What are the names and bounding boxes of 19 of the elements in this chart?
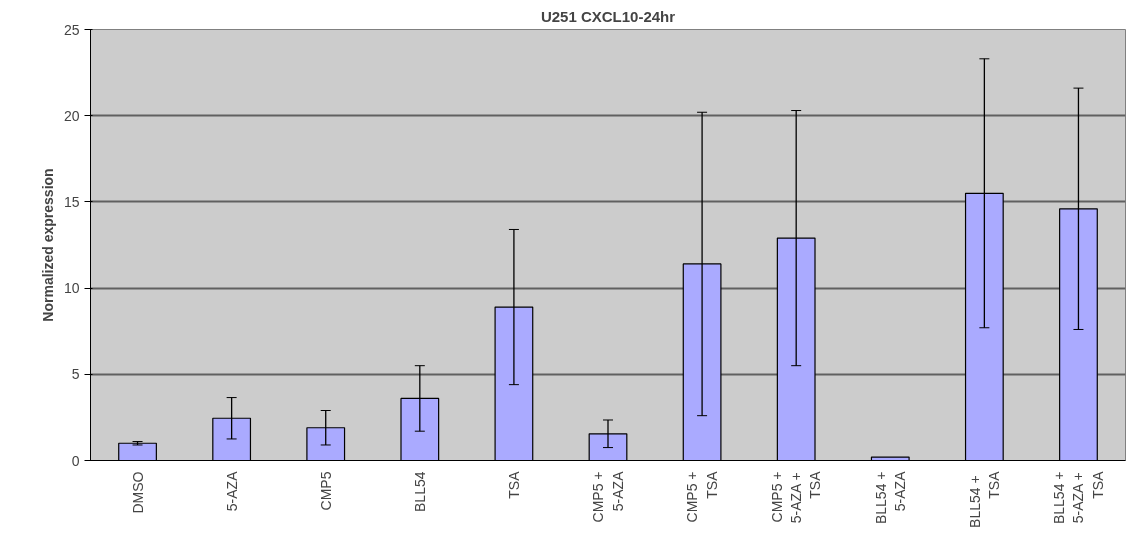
y-tick-label: 25 [63,21,80,38]
x-tick-label: TSA [505,470,522,499]
y-tick-label: 15 [63,193,80,210]
x-tick-label: BLL54 + TSA [966,470,1002,528]
y-tick-label: 20 [63,107,80,124]
y-tick-label: 10 [63,280,80,297]
x-tick-label: 5-AZA [223,470,240,512]
x-tick-label: CMP5 + TSA [684,470,720,523]
x-tick-label: BLL54 [411,471,428,512]
y-tick-label: 0 [71,452,80,469]
x-tick-label: BLL54 + 5-AZA [872,470,908,525]
x-tick-label: CMP5 [317,471,334,511]
x-tick-label: DMSO [129,471,146,514]
x-tick-label: BLL54 + 5-AZA + TSA [1051,470,1106,525]
y-axis-title: Normalized expression [39,168,56,322]
chart-title: U251 CXCL10-24hr [540,7,676,25]
y-tick-label: 5 [71,366,80,383]
x-tick-label: CMP5 + 5-AZA + TSA [768,470,824,524]
x-tick-label: CMP5 + 5-AZA [590,470,626,523]
